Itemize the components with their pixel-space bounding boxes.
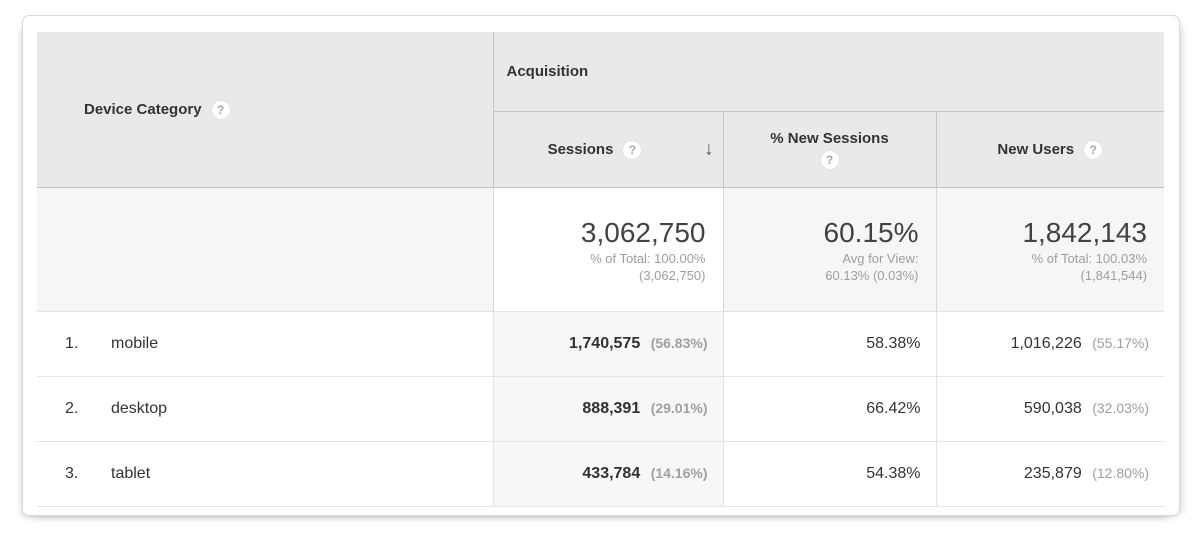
new-users-note2: (1,841,544) (1080, 267, 1148, 283)
sessions-percent: (14.16%) (650, 465, 708, 481)
dimension-cell: 1. mobile (37, 311, 493, 377)
summary-dimension-cell (37, 187, 493, 312)
percent-new-sessions-value: 54.38% (866, 465, 921, 482)
summary-sessions: 3,062,750 % of Total: 100.00% (3,062,750… (492, 187, 723, 312)
row-label: desktop (111, 400, 168, 417)
new-users-label: New Users (997, 141, 1075, 158)
row-label: mobile (111, 335, 159, 352)
column-header-sessions[interactable]: Sessions ? ↓ (492, 111, 723, 188)
sessions-total-note2: (3,062,750) (639, 267, 706, 283)
percent-new-sessions-value: 58.38% (866, 335, 921, 352)
analytics-data-table-card: Device Category ? Acquisition Sessions ? (22, 15, 1180, 516)
percent-new-sessions-cell: 54.38% (722, 441, 936, 507)
sessions-total-note: % of Total: 100.00% (590, 250, 706, 266)
summary-percent-new-sessions: 60.15% Avg for View: 60.13% (0.03%) (722, 187, 936, 312)
sessions-total: 3,062,750 (580, 216, 706, 248)
column-header-device-category[interactable]: Device Category ? (37, 32, 493, 188)
sessions-value: 433,784 (582, 465, 641, 482)
new-users-percent: (55.17%) (1092, 335, 1150, 351)
percent-new-sessions-note: Avg for View: (842, 250, 919, 266)
new-users-percent: (32.03%) (1092, 400, 1150, 416)
help-icon[interactable]: ? (622, 139, 643, 160)
column-header-new-users[interactable]: New Users ? (935, 111, 1165, 188)
new-users-value: 1,016,226 (1010, 335, 1082, 352)
sessions-cell: 888,391 (29.01%) (492, 376, 723, 442)
metric-header-row: Sessions ? ↓ % New Sessions ? New Us (37, 111, 1165, 188)
sessions-value: 888,391 (582, 400, 641, 417)
percent-new-sessions-note2: 60.13% (0.03%) (825, 267, 919, 283)
row-label: tablet (111, 465, 151, 482)
new-users-cell: 235,879 (12.80%) (935, 441, 1165, 507)
percent-new-sessions-total: 60.15% (823, 216, 919, 248)
percent-new-sessions-cell: 66.42% (722, 376, 936, 442)
new-users-total: 1,842,143 (1022, 216, 1148, 248)
row-rank: 2. (65, 400, 79, 417)
column-header-percent-new-sessions[interactable]: % New Sessions ? (722, 111, 936, 188)
dimension-cell: 3. tablet (37, 441, 493, 507)
percent-new-sessions-label: % New Sessions (770, 129, 889, 147)
table-row-desktop: 2. desktop 888,391 (29.01%) 66.42% 590,0… (37, 376, 1165, 442)
table-row-tablet: 3. tablet 433,784 (14.16%) 54.38% 235,87… (37, 441, 1165, 507)
help-icon[interactable]: ? (819, 149, 840, 170)
new-users-cell: 1,016,226 (55.17%) (935, 311, 1165, 377)
device-category-label: Device Category (84, 101, 202, 118)
new-users-value: 590,038 (1023, 400, 1082, 417)
sessions-cell: 433,784 (14.16%) (492, 441, 723, 507)
help-icon[interactable]: ? (210, 99, 231, 120)
row-rank: 3. (65, 465, 79, 482)
sessions-percent: (29.01%) (650, 400, 708, 416)
percent-new-sessions-value: 66.42% (866, 400, 921, 417)
acquisition-label: Acquisition (506, 63, 589, 80)
sessions-cell: 1,740,575 (56.83%) (492, 311, 723, 377)
sessions-label: Sessions (547, 141, 614, 158)
new-users-cell: 590,038 (32.03%) (935, 376, 1165, 442)
table-row-mobile: 1. mobile 1,740,575 (56.83%) 58.38% 1,01… (37, 311, 1165, 377)
new-users-value: 235,879 (1023, 465, 1082, 482)
summary-row: 3,062,750 % of Total: 100.00% (3,062,750… (37, 187, 1165, 312)
new-users-note: % of Total: 100.03% (1031, 250, 1148, 266)
new-users-percent: (12.80%) (1092, 465, 1150, 481)
group-header-row: Device Category ? Acquisition (37, 32, 1165, 188)
summary-new-users: 1,842,143 % of Total: 100.03% (1,841,544… (935, 187, 1165, 312)
row-rank: 1. (65, 335, 79, 352)
sessions-value: 1,740,575 (569, 335, 641, 352)
help-icon[interactable]: ? (1083, 139, 1104, 160)
sessions-percent: (56.83%) (650, 335, 708, 351)
dimension-cell: 2. desktop (37, 376, 493, 442)
percent-new-sessions-cell: 58.38% (722, 311, 936, 377)
sort-descending-icon[interactable]: ↓ (704, 138, 714, 160)
device-category-table: Device Category ? Acquisition Sessions ? (37, 32, 1165, 507)
section-header-acquisition: Acquisition (492, 32, 1165, 112)
